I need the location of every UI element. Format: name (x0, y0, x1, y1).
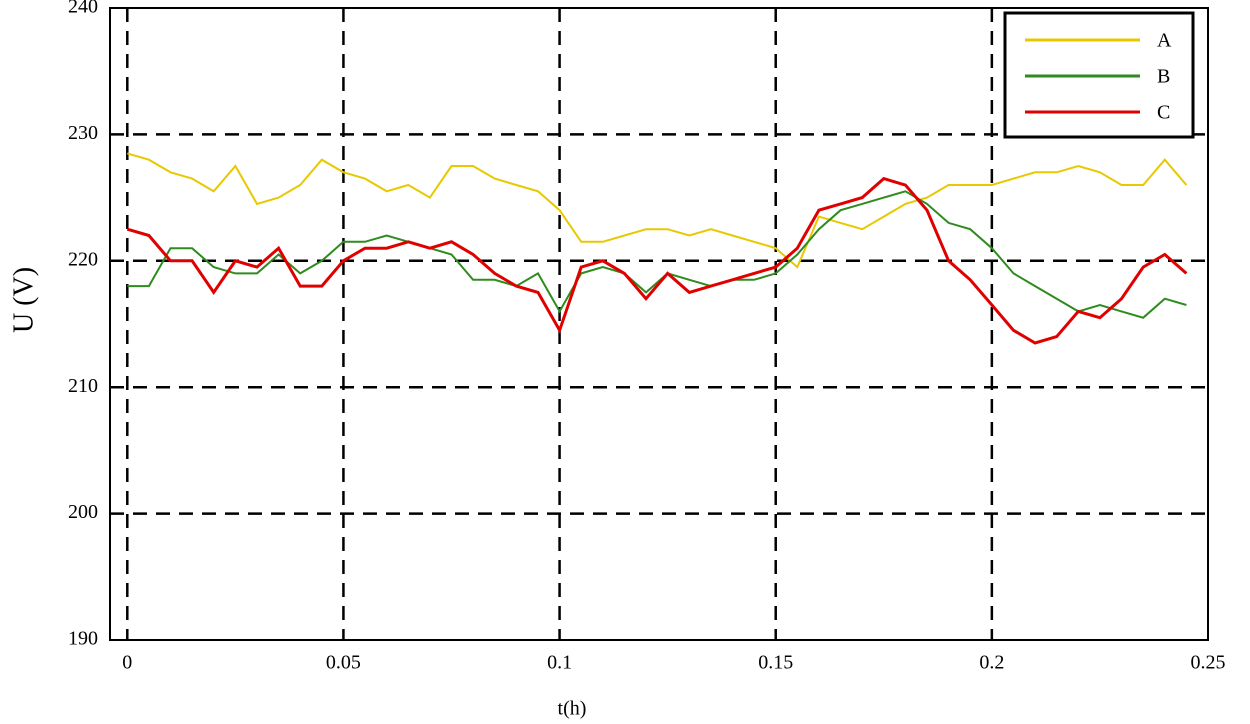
y-tick-label: 240 (68, 0, 98, 18)
y-tick-label: 210 (68, 375, 98, 397)
legend-label: B (1157, 66, 1170, 88)
y-tick-label: 220 (68, 248, 98, 270)
x-tick-label: 0.1 (547, 652, 572, 674)
x-tick-label: 0.15 (758, 652, 793, 674)
x-axis-label: t(h) (558, 698, 587, 720)
legend-label: A (1157, 30, 1172, 52)
y-axis-label: U (V) (8, 267, 39, 333)
line-series (127, 152, 1188, 269)
legend-label: C (1157, 102, 1170, 124)
y-tick-label: 230 (68, 122, 98, 144)
line-series (127, 190, 1187, 319)
line-series (126, 176, 1188, 345)
plot-frame (109, 7, 1209, 641)
y-tick-label: 200 (68, 501, 98, 523)
y-tick-label: 190 (68, 628, 98, 650)
x-tick-label: 0.25 (1191, 652, 1226, 674)
x-tick-label: 0.05 (326, 652, 361, 674)
x-tick-label: 0.2 (979, 652, 1004, 674)
x-tick-label: 0 (122, 652, 132, 674)
